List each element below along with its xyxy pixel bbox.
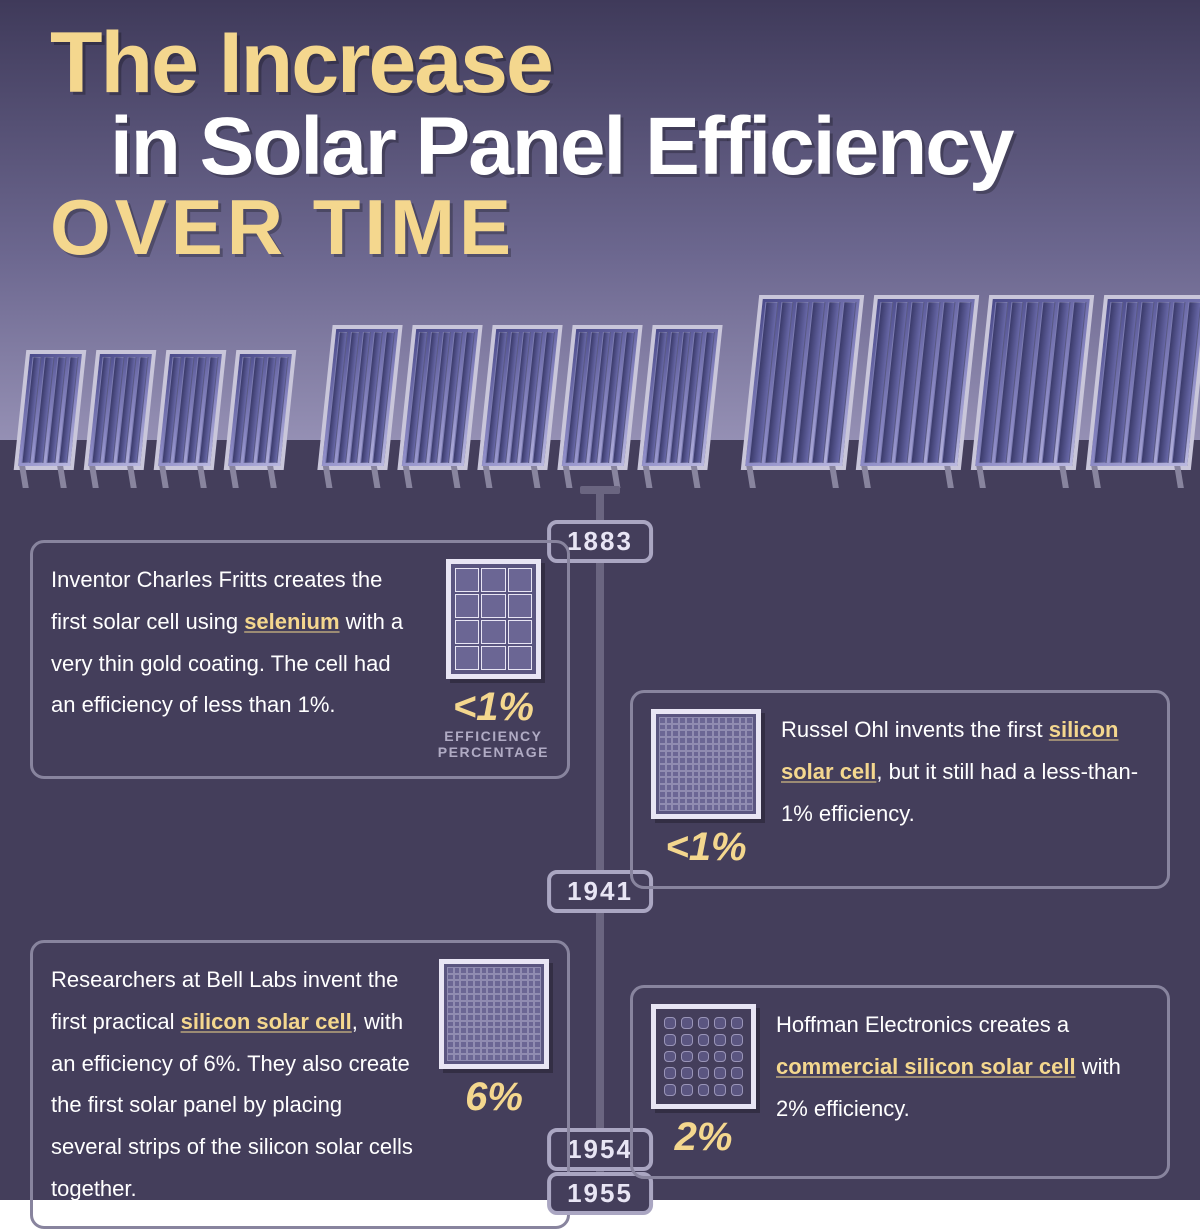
timeline-spine <box>596 490 604 1200</box>
efficiency-percentage: <1% <box>453 685 534 730</box>
hero-panel <box>224 350 297 470</box>
entry-description: Hoffman Electronics creates a commercial… <box>776 1004 1149 1129</box>
entry-description: Researchers at Bell Labs invent the firs… <box>51 959 419 1210</box>
hero-panel <box>477 325 562 470</box>
hero-panel-row <box>20 290 1200 470</box>
title-line-1: The Increase <box>50 20 1012 106</box>
timeline-entry: Inventor Charles Fritts creates the firs… <box>30 540 570 779</box>
entry-box: Inventor Charles Fritts creates the firs… <box>30 540 570 779</box>
timeline: 1883Inventor Charles Fritts creates the … <box>0 490 1200 1200</box>
hero-panel <box>637 325 722 470</box>
hero-panel-group <box>750 295 1200 470</box>
efficiency-percentage: 6% <box>465 1075 523 1120</box>
efficiency-percentage: 2% <box>675 1115 733 1160</box>
panel-icon: 2% <box>651 1004 756 1160</box>
hero-panel <box>741 295 864 470</box>
title-block: The Increase in Solar Panel Efficiency O… <box>50 20 1012 266</box>
hero-panel <box>397 325 482 470</box>
entry-box: 2% Hoffman Electronics creates a commerci… <box>630 985 1170 1179</box>
panel-icon: <1%EFFICIENCYPERCENTAGE <box>438 559 549 760</box>
hero-panel <box>14 350 87 470</box>
timeline-spine-cap <box>580 486 620 494</box>
entry-box: <1% Russel Ohl invents the first silicon … <box>630 690 1170 889</box>
efficiency-percentage: <1% <box>665 825 746 870</box>
entry-description: Inventor Charles Fritts creates the firs… <box>51 559 418 726</box>
title-line-2: in Solar Panel Efficiency <box>110 106 1012 188</box>
panel-icon: <1% <box>651 709 761 870</box>
timeline-entry: Researchers at Bell Labs invent the firs… <box>30 940 570 1229</box>
entry-box: Researchers at Bell Labs invent the firs… <box>30 940 570 1229</box>
timeline-entry: <1% Russel Ohl invents the first silicon … <box>630 690 1170 889</box>
entry-description: Russel Ohl invents the first silicon sol… <box>781 709 1149 834</box>
panel-icon: 6% <box>439 959 549 1120</box>
hero-panel <box>1086 295 1200 470</box>
hero-panel <box>317 325 402 470</box>
timeline-entry: 2% Hoffman Electronics creates a commerci… <box>630 985 1170 1179</box>
title-line-3: OVER TIME <box>50 188 1012 266</box>
hero-panel <box>84 350 157 470</box>
hero-panel <box>971 295 1094 470</box>
hero-panel-group <box>20 350 290 470</box>
hero-panel <box>557 325 642 470</box>
hero-panel-group <box>325 325 715 470</box>
hero-panel <box>856 295 979 470</box>
hero-panel <box>154 350 227 470</box>
efficiency-label: EFFICIENCYPERCENTAGE <box>438 728 549 760</box>
